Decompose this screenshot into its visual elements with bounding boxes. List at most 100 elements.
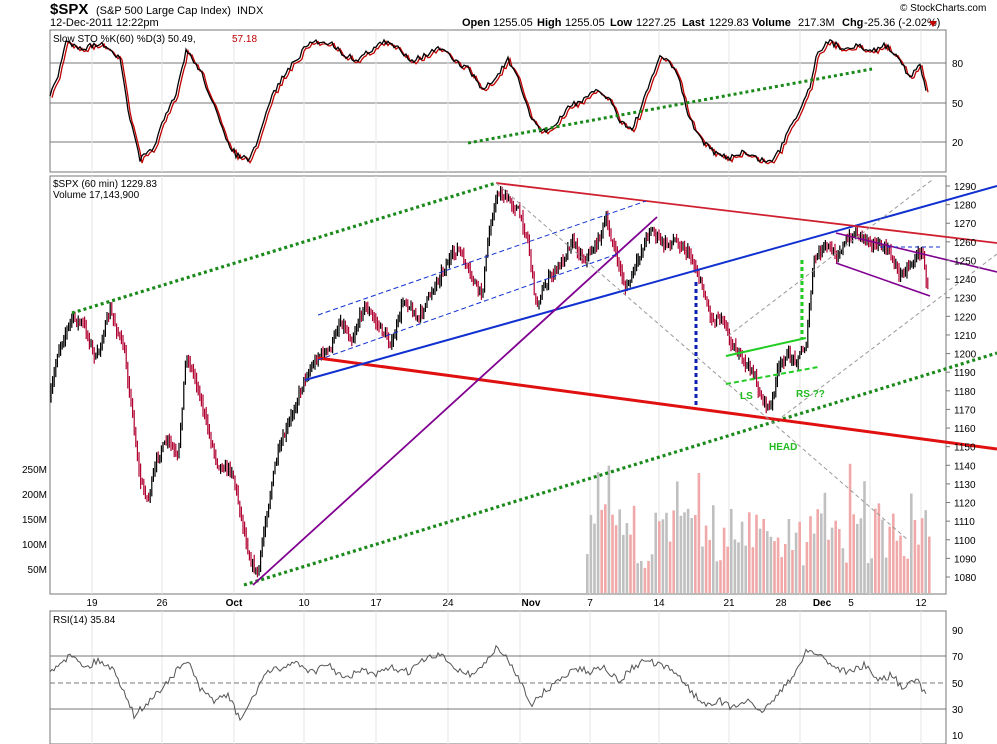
stoch-vgrid (91, 30, 922, 172)
open-label: Open (462, 17, 490, 29)
price-tick-1180: 1180 (954, 387, 976, 398)
volume-bar (625, 523, 629, 593)
x-tick-oct: Oct (226, 598, 243, 609)
price-tick-1170: 1170 (954, 405, 976, 416)
volume-bar (751, 547, 755, 593)
volume-bar (636, 563, 639, 593)
volume-bar (798, 521, 801, 593)
stoch-label: Slow STO %K(60) %D(3) 50.49, (53, 34, 196, 45)
volume-bar (780, 557, 783, 593)
price-tick-1160: 1160 (954, 424, 976, 435)
volume-bar (618, 509, 621, 593)
volume-bar (640, 560, 643, 593)
x-tick-12: 12 (915, 598, 927, 609)
volume-bar (895, 540, 899, 593)
volume-panel-label: Volume 17,143,900 (53, 190, 140, 201)
volume-bar (748, 512, 751, 593)
chart-header: $SPX (S&P 500 Large Cap Index) INDX 12-D… (50, 1, 986, 29)
price-label: $SPX (60 min) 1229.83 (53, 179, 157, 190)
volume-tick-100m: 100M (22, 540, 47, 551)
volume-bar (823, 492, 827, 593)
volume-bar (596, 472, 600, 593)
volume-bar (928, 536, 931, 593)
copyright: © StockCharts.com (900, 3, 986, 14)
x-tick-17: 17 (370, 598, 382, 609)
head-annotation: HEAD (769, 442, 797, 453)
volume-bar (740, 521, 744, 593)
price-bars (50, 186, 929, 578)
volume-bar (715, 561, 719, 593)
volume-bar (697, 473, 701, 593)
volume-bar (773, 541, 776, 593)
stoch-panel: Slow STO %K(60) %D(3) 50.49, 57.18 80 50… (49, 29, 964, 173)
volume-bar (870, 558, 873, 593)
x-tick-dec: Dec (813, 598, 832, 609)
volume-bar (834, 520, 837, 593)
volume-bar (877, 503, 881, 593)
open-value: 1255.05 (493, 17, 533, 29)
green-neckline (725, 337, 807, 357)
price-tick-1280: 1280 (954, 201, 977, 212)
rsi-label: RSI(14) 35.84 (53, 615, 116, 626)
volume-bar (838, 529, 841, 593)
volume-bar (809, 516, 812, 593)
volume-bar (733, 539, 737, 593)
volume-bar (812, 533, 816, 593)
x-tick-7: 7 (587, 598, 593, 609)
volume-bar (665, 512, 668, 593)
stoch-d-value: 57.18 (232, 34, 257, 45)
stoch-frame (49, 29, 947, 173)
volume-bar (672, 510, 675, 593)
grey-dashed-upper (727, 179, 933, 337)
price-tick-1150: 1150 (954, 443, 976, 454)
x-tick-28: 28 (775, 598, 787, 609)
green-upper-channel (71, 181, 497, 315)
volume-bar (730, 509, 733, 593)
timestamp: 12-Dec-2011 12:22pm (50, 17, 159, 29)
red-falling-resistance (495, 182, 997, 244)
volume-bar (658, 521, 661, 593)
x-tick-21: 21 (723, 598, 735, 609)
price-tick-1290: 1290 (954, 182, 977, 193)
volume-tick-200m: 200M (22, 490, 47, 501)
volume-bar (694, 515, 697, 593)
purple-upper-flag (835, 232, 997, 273)
blue-dashed-channel-bottom (317, 252, 621, 361)
volume-bars (586, 463, 931, 593)
volume-value: 217.3M (798, 17, 835, 29)
rsi-frame (49, 610, 947, 744)
x-tick-24: 24 (442, 598, 454, 609)
stoch-tick-80: 80 (952, 59, 964, 70)
ls-annotation: LS (740, 391, 753, 402)
price-tick-1140: 1140 (954, 461, 976, 472)
price-tick-1110: 1110 (954, 517, 975, 528)
volume-bar (650, 554, 654, 593)
volume-bar (661, 519, 665, 593)
volume-bar (884, 557, 888, 593)
volume-bar (668, 541, 672, 593)
purple-rising-line (252, 216, 658, 586)
volume-bar (827, 539, 830, 593)
price-tick-1210: 1210 (954, 331, 977, 342)
volume-bar (802, 565, 805, 593)
x-tick-10: 10 (298, 598, 310, 609)
low-value: 1227.25 (636, 17, 676, 29)
chg-label: Chg (842, 17, 863, 29)
volume-bar (722, 527, 726, 593)
volume-bar (719, 560, 722, 593)
price-vgrid (91, 176, 922, 594)
volume-bar (892, 513, 895, 593)
high-label: High (537, 17, 562, 29)
volume-bar (737, 542, 740, 593)
volume-tick-150m: 150M (22, 515, 47, 526)
rsi-tick-90: 90 (952, 626, 964, 637)
volume-bar (776, 537, 780, 593)
volume-bar (593, 523, 596, 593)
volume-bar (859, 518, 863, 593)
volume-bar (589, 515, 593, 593)
volume-bar (676, 481, 679, 593)
volume-bar (762, 519, 765, 593)
volume-bar (848, 463, 852, 593)
exchange-label: INDX (237, 5, 264, 17)
volume-bar (841, 548, 845, 593)
